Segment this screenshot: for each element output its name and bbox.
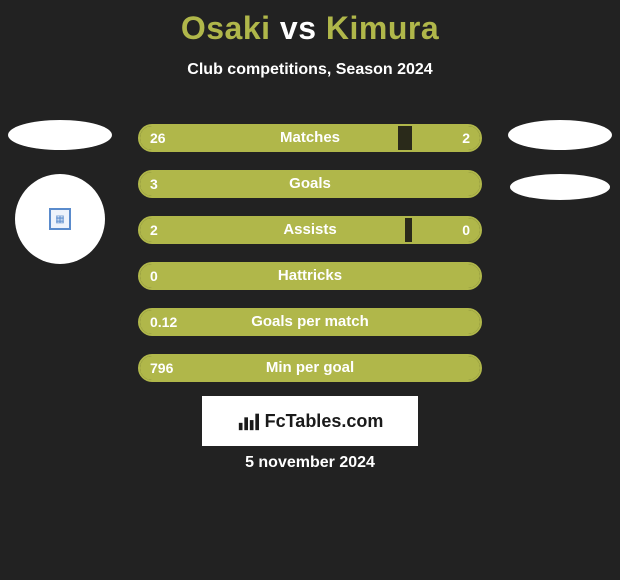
subtitle: Club competitions, Season 2024 <box>0 61 620 79</box>
left-avatar-ellipse <box>8 120 112 150</box>
stat-label: Matches <box>140 126 480 150</box>
page-title: Osaki vs Kimura <box>0 0 620 47</box>
stat-label: Hattricks <box>140 264 480 288</box>
stat-label: Goals per match <box>140 310 480 334</box>
right-avatar-ellipse-1 <box>508 120 612 150</box>
stat-label: Assists <box>140 218 480 242</box>
brand-text: FcTables.com <box>265 411 384 432</box>
stat-label: Goals <box>140 172 480 196</box>
left-avatar-column: ▦ <box>8 120 112 264</box>
placeholder-icon: ▦ <box>49 208 71 230</box>
right-avatar-ellipse-2 <box>510 174 610 200</box>
right-avatar-column <box>508 120 612 200</box>
stat-value-right: 0 <box>462 218 470 242</box>
stat-row: 3Goals <box>138 170 482 198</box>
stat-value-right: 2 <box>462 126 470 150</box>
stats-container: 26Matches23Goals2Assists00Hattricks0.12G… <box>138 124 482 382</box>
footer-date: 5 november 2024 <box>0 454 620 472</box>
stat-row: 0Hattricks <box>138 262 482 290</box>
stat-label: Min per goal <box>140 356 480 380</box>
vs-text: vs <box>280 10 317 46</box>
bars-icon <box>237 410 259 432</box>
stat-row: 0.12Goals per match <box>138 308 482 336</box>
stat-row: 796Min per goal <box>138 354 482 382</box>
player2-name: Kimura <box>326 10 439 46</box>
stat-row: 26Matches2 <box>138 124 482 152</box>
stat-row: 2Assists0 <box>138 216 482 244</box>
player1-name: Osaki <box>181 10 271 46</box>
left-team-badge: ▦ <box>15 174 105 264</box>
brand-box: FcTables.com <box>202 396 418 446</box>
